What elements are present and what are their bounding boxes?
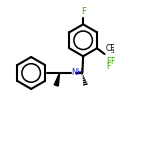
- Text: F: F: [107, 57, 111, 66]
- Text: F: F: [81, 7, 86, 16]
- Text: F: F: [107, 62, 111, 71]
- Text: F: F: [110, 57, 115, 66]
- Polygon shape: [54, 73, 60, 86]
- Text: CF: CF: [106, 44, 115, 53]
- Text: 3: 3: [110, 49, 114, 54]
- Text: NH: NH: [71, 68, 83, 77]
